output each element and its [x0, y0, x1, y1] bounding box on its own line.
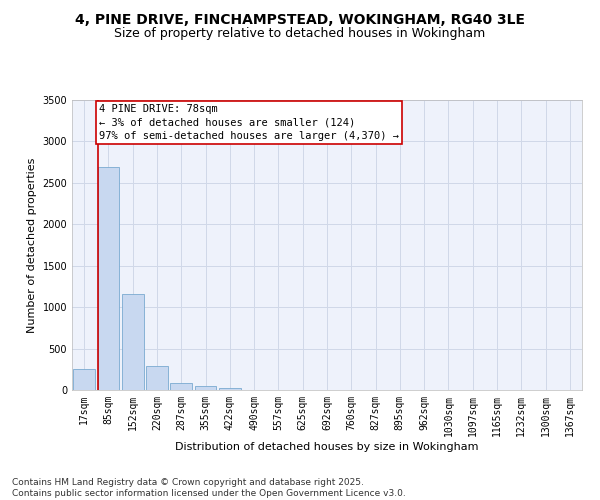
- Bar: [97, 167, 119, 390]
- Text: 4, PINE DRIVE, FINCHAMPSTEAD, WOKINGHAM, RG40 3LE: 4, PINE DRIVE, FINCHAMPSTEAD, WOKINGHAM,…: [75, 12, 525, 26]
- X-axis label: Distribution of detached houses by size in Wokingham: Distribution of detached houses by size …: [175, 442, 479, 452]
- Bar: [73, 369, 95, 390]
- Bar: [122, 294, 143, 390]
- Bar: [146, 366, 168, 390]
- Bar: [170, 382, 192, 390]
- Text: 4 PINE DRIVE: 78sqm
← 3% of detached houses are smaller (124)
97% of semi-detach: 4 PINE DRIVE: 78sqm ← 3% of detached hou…: [99, 104, 399, 141]
- Bar: [219, 388, 241, 390]
- Bar: [194, 386, 217, 390]
- Y-axis label: Number of detached properties: Number of detached properties: [27, 158, 37, 332]
- Text: Contains HM Land Registry data © Crown copyright and database right 2025.
Contai: Contains HM Land Registry data © Crown c…: [12, 478, 406, 498]
- Text: Size of property relative to detached houses in Wokingham: Size of property relative to detached ho…: [115, 28, 485, 40]
